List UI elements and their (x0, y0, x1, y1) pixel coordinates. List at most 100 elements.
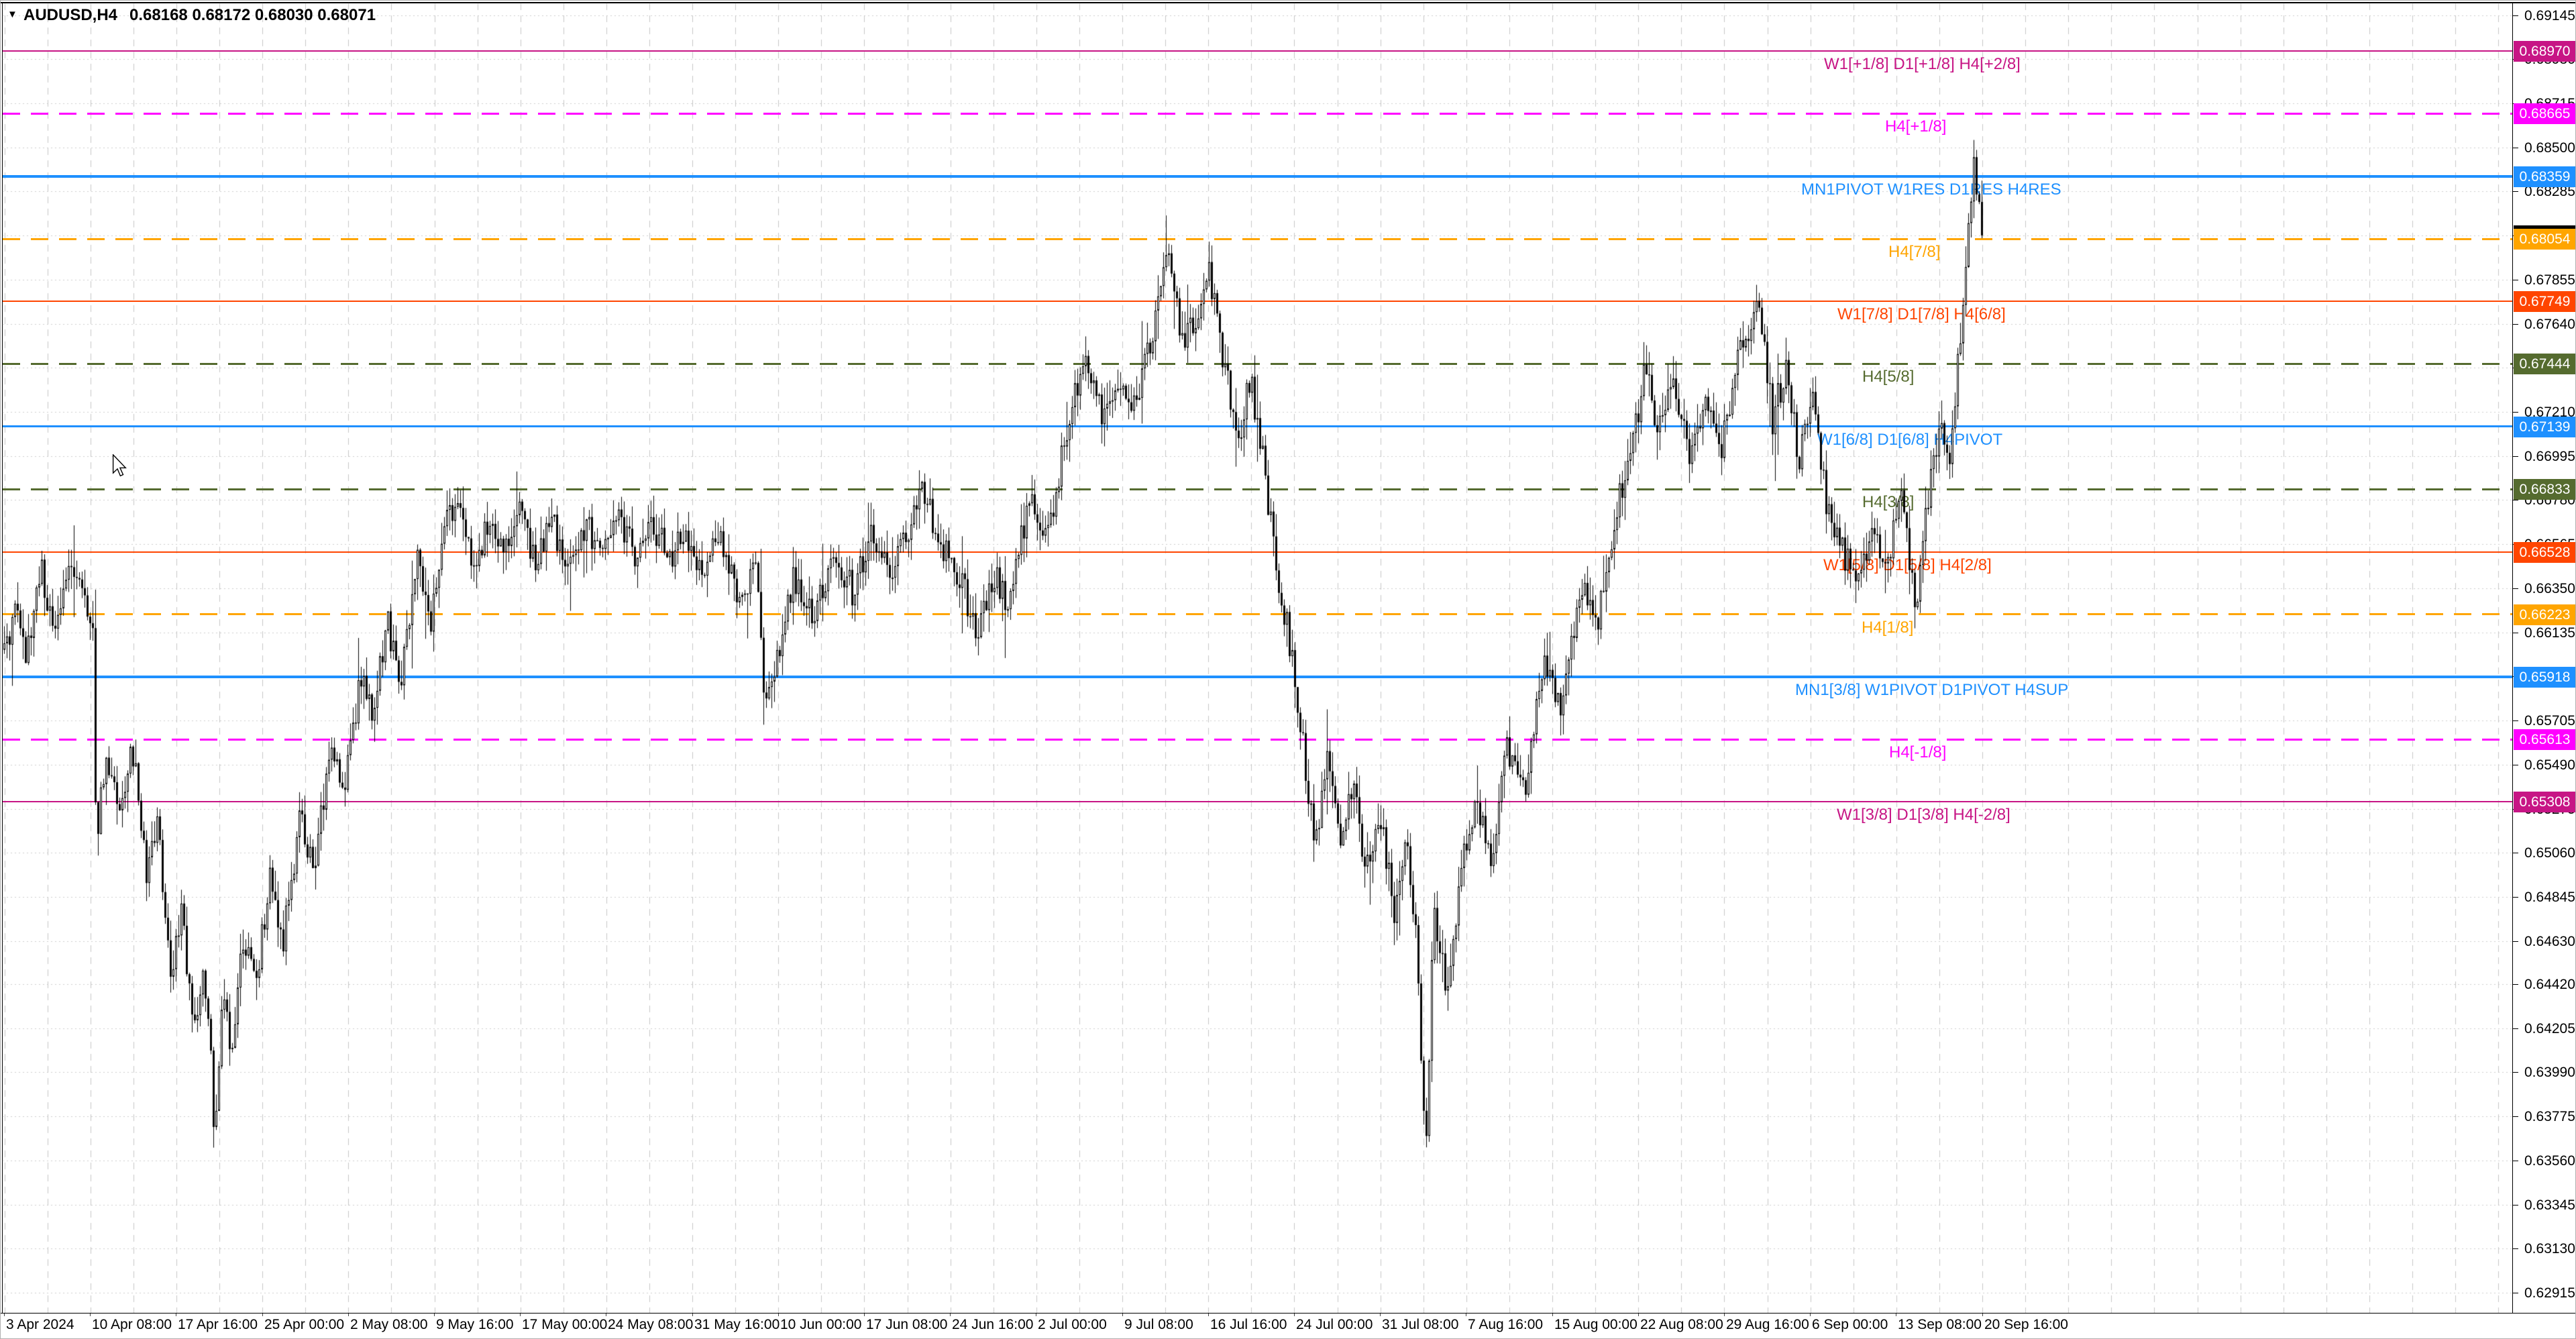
price-tick-mark (2513, 897, 2518, 898)
level-price-badge: 0.68665 (2514, 103, 2575, 124)
symbol-timeframe-label: AUDUSD,H4 (23, 6, 118, 24)
level-price-badge: 0.65613 (2514, 729, 2575, 750)
price-tick-label: 0.65490 (2524, 757, 2575, 773)
time-tick-mark (1208, 1314, 1209, 1316)
time-tick-mark (434, 1314, 435, 1316)
time-axis-label: 2 Jul 00:00 (1038, 1317, 1107, 1332)
price-tick-label: 0.67640 (2524, 317, 2575, 332)
price-tick-label: 0.66995 (2524, 449, 2575, 464)
price-tick-label: 0.64420 (2524, 977, 2575, 992)
time-tick-mark (90, 1314, 91, 1316)
price-tick-label: 0.66350 (2524, 581, 2575, 596)
price-tick-mark (2513, 941, 2518, 942)
plot-border-bottom (1, 1313, 2575, 1314)
time-axis-label: 15 Aug 00:00 (1554, 1317, 1638, 1332)
price-tick-mark (2513, 412, 2518, 413)
time-axis-label: 13 Sep 08:00 (1898, 1317, 1982, 1332)
time-axis-label: 29 Aug 16:00 (1726, 1317, 1809, 1332)
price-tick-label: 0.68285 (2524, 184, 2575, 199)
time-tick-mark (520, 1314, 521, 1316)
time-axis-label: 16 Jul 16:00 (1210, 1317, 1287, 1332)
time-axis-label: 31 Jul 08:00 (1382, 1317, 1459, 1332)
ohlc-values: 0.68168 0.68172 0.68030 0.68071 (129, 6, 376, 24)
time-axis-label: 17 Jun 08:00 (866, 1317, 948, 1332)
price-tick-mark (2513, 191, 2518, 192)
price-tick-mark (2513, 456, 2518, 457)
plot-border-right (2512, 2, 2513, 1313)
level-price-badge: 0.68970 (2514, 41, 2575, 62)
price-tick-mark (2513, 1116, 2518, 1117)
price-tick-label: 0.62915 (2524, 1285, 2575, 1301)
price-tick-label: 0.63345 (2524, 1197, 2575, 1213)
price-tick-label: 0.65705 (2524, 713, 2575, 729)
chart-title: AUDUSD,H4 0.68168 0.68172 0.68030 0.68071 (23, 6, 376, 25)
time-tick-mark (1380, 1314, 1381, 1316)
price-tick-mark (2513, 984, 2518, 985)
price-tick-label: 0.67855 (2524, 272, 2575, 288)
level-price-badge: 0.66833 (2514, 479, 2575, 500)
time-tick-mark (1638, 1314, 1639, 1316)
price-tick-mark (2513, 15, 2518, 16)
price-tick-label: 0.63560 (2524, 1153, 2575, 1169)
time-axis-label: 10 Apr 08:00 (92, 1317, 172, 1332)
price-tick-label: 0.64630 (2524, 934, 2575, 949)
time-axis-label: 31 May 16:00 (694, 1317, 780, 1332)
price-tick-label: 0.68500 (2524, 140, 2575, 156)
mouse-cursor (112, 454, 127, 477)
price-tick-label: 0.66135 (2524, 625, 2575, 641)
level-price-badge: 0.67444 (2514, 354, 2575, 374)
level-price-badge: 0.68054 (2514, 229, 2575, 250)
candlestick-chart[interactable] (1, 1, 2512, 1313)
time-tick-mark (1724, 1314, 1725, 1316)
price-tick-label: 0.67210 (2524, 405, 2575, 420)
time-axis-label: 24 Jul 00:00 (1296, 1317, 1373, 1332)
price-tick-mark (2513, 324, 2518, 325)
time-tick-mark (864, 1314, 865, 1316)
price-tick-label: 0.63990 (2524, 1065, 2575, 1080)
level-price-badge: 0.66528 (2514, 542, 2575, 563)
time-axis-label: 2 May 08:00 (350, 1317, 428, 1332)
time-tick-mark (1294, 1314, 1295, 1316)
time-axis-label: 20 Sep 16:00 (1984, 1317, 2068, 1332)
symbol-dropdown-icon[interactable]: ▼ (7, 9, 17, 20)
price-tick-label: 0.64205 (2524, 1021, 2575, 1036)
price-tick-label: 0.63130 (2524, 1241, 2575, 1256)
price-tick-mark (2513, 720, 2518, 721)
price-tick-mark (2513, 588, 2518, 589)
time-axis-label: 9 Jul 08:00 (1124, 1317, 1193, 1332)
time-axis-label: 24 May 08:00 (608, 1317, 694, 1332)
level-price-badge: 0.65308 (2514, 792, 2575, 812)
price-tick-mark (2513, 1028, 2518, 1029)
time-tick-mark (1552, 1314, 1553, 1316)
level-price-badge: 0.65918 (2514, 667, 2575, 688)
level-price-badge: 0.67139 (2514, 417, 2575, 437)
price-tick-label: 0.63775 (2524, 1109, 2575, 1124)
time-tick-mark (348, 1314, 349, 1316)
price-tick-mark (2513, 1072, 2518, 1073)
price-tick-mark (2513, 1248, 2518, 1249)
level-price-badge: 0.68359 (2514, 166, 2575, 187)
price-tick-mark (2513, 1205, 2518, 1206)
time-tick-mark (1982, 1314, 1983, 1316)
price-tick-label: 0.69145 (2524, 8, 2575, 23)
time-axis-label: 17 Apr 16:00 (178, 1317, 258, 1332)
time-tick-mark (950, 1314, 951, 1316)
level-price-badge: 0.66223 (2514, 604, 2575, 625)
time-tick-mark (262, 1314, 263, 1316)
level-price-badge: 0.67749 (2514, 291, 2575, 312)
time-axis-label: 25 Apr 00:00 (264, 1317, 345, 1332)
time-axis-label: 24 Jun 16:00 (952, 1317, 1034, 1332)
time-tick-mark (778, 1314, 779, 1316)
time-axis-label: 22 Aug 08:00 (1640, 1317, 1723, 1332)
time-axis-label: 6 Sep 00:00 (1812, 1317, 1888, 1332)
price-tick-label: 0.64845 (2524, 890, 2575, 905)
time-axis-label: 7 Aug 16:00 (1468, 1317, 1544, 1332)
time-axis-label: 3 Apr 2024 (6, 1317, 74, 1332)
time-axis-label: 10 Jun 00:00 (780, 1317, 862, 1332)
time-tick-mark (4, 1314, 5, 1316)
time-axis-label: 17 May 00:00 (522, 1317, 608, 1332)
price-tick-label: 0.65060 (2524, 845, 2575, 861)
time-tick-mark (692, 1314, 693, 1316)
time-tick-mark (1810, 1314, 1811, 1316)
